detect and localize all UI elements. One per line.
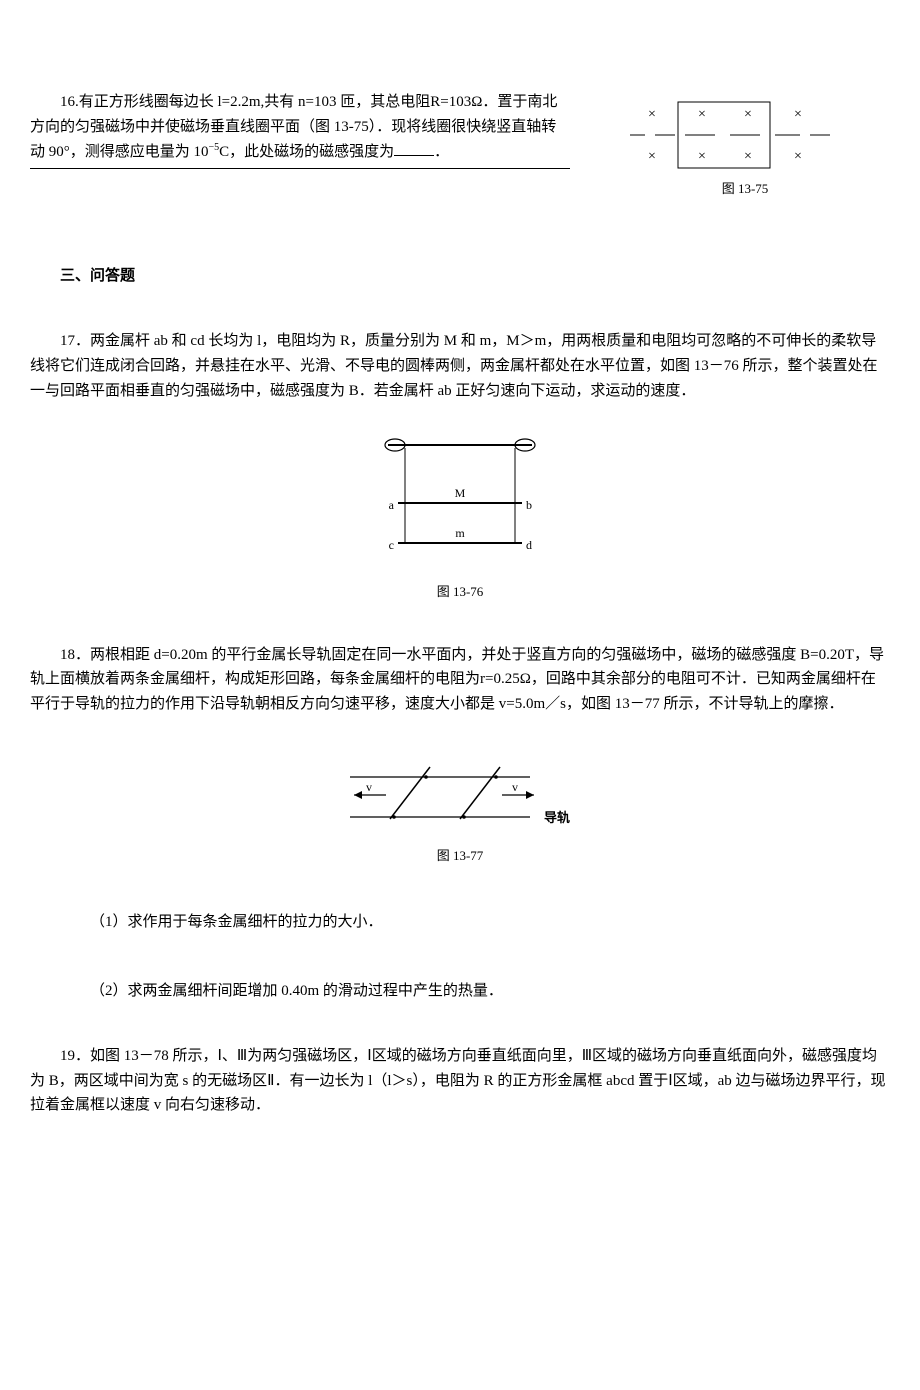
question-18: 18．两根相距 d=0.20m 的平行金属长导轨固定在同一水平面内，并处于竖直方… <box>30 643 890 717</box>
q16-blank <box>394 141 434 156</box>
figure-13-75-caption: 图 13-75 <box>630 178 860 199</box>
q16-text-c: ． <box>434 144 449 160</box>
fig76-label-c: c <box>389 538 394 552</box>
svg-text:×: × <box>744 149 752 164</box>
svg-text:×: × <box>698 149 706 164</box>
fig76-label-b: b <box>526 498 532 512</box>
figure-13-76-svg: M m a b c d <box>370 433 550 573</box>
question-17: 17．两金属杆 ab 和 cd 长均为 l，电阻均为 R，质量分别为 M 和 m… <box>30 329 890 403</box>
figure-13-77: v v 导轨 图 13-77 <box>30 747 890 866</box>
svg-text:×: × <box>794 149 802 164</box>
question-19: 19．如图 13－78 所示，Ⅰ、Ⅲ为两匀强磁场区，Ⅰ区域的磁场方向垂直纸面向里… <box>30 1044 890 1118</box>
svg-text:×: × <box>648 149 656 164</box>
figure-13-77-svg: v v 导轨 <box>320 747 600 837</box>
figure-13-75: × × × × × × × × 图 13-75 <box>630 100 860 199</box>
fig76-label-d: d <box>526 538 532 552</box>
fig76-label-M: M <box>455 486 466 500</box>
svg-text:×: × <box>698 107 706 122</box>
fig76-label-a: a <box>389 498 395 512</box>
top-rule <box>30 168 570 169</box>
q16-text-b: C，此处磁场的磁感强度为 <box>219 144 394 160</box>
svg-text:×: × <box>794 107 802 122</box>
section-3-title: 三、问答题 <box>30 264 890 289</box>
fig77-v-left: v <box>366 780 372 794</box>
q16-exp: −5 <box>209 142 220 153</box>
fig77-rail-label: 导轨 <box>544 810 570 825</box>
figure-13-76: M m a b c d 图 13-76 <box>30 433 890 602</box>
fig76-label-m: m <box>455 526 465 540</box>
question-18-sub2: （2）求两金属细杆间距增加 0.40m 的滑动过程中产生的热量． <box>30 979 890 1004</box>
question-16: 16.有正方形线圈每边长 l=2.2m,共有 n=103 匝，其总电阻R=103… <box>30 90 570 164</box>
figure-13-75-svg: × × × × × × × × <box>630 100 860 170</box>
svg-text:×: × <box>744 107 752 122</box>
fig77-v-right: v <box>512 780 518 794</box>
question-18-sub1: （1）求作用于每条金属细杆的拉力的大小． <box>30 910 890 935</box>
svg-text:×: × <box>648 107 656 122</box>
figure-13-77-caption: 图 13-77 <box>30 845 890 866</box>
figure-13-76-caption: 图 13-76 <box>30 581 890 602</box>
